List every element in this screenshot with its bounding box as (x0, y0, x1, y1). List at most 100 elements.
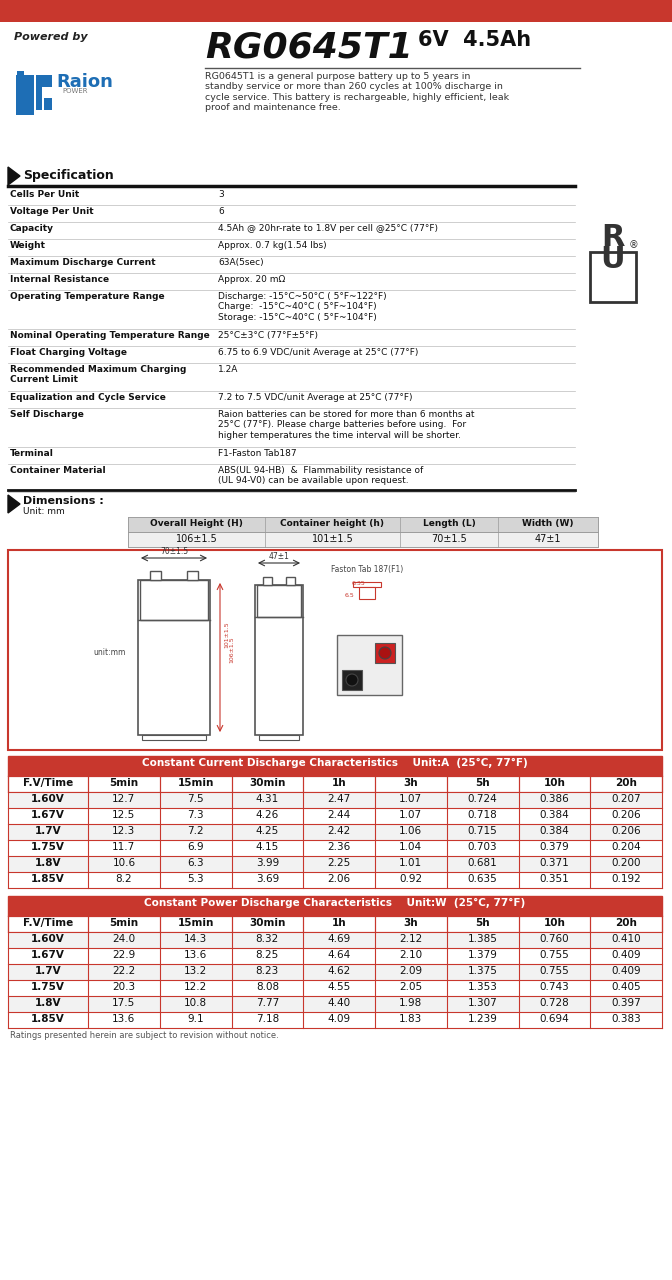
Text: 4.25: 4.25 (256, 826, 279, 836)
Text: 8.2: 8.2 (116, 874, 132, 884)
Text: 9.1: 9.1 (187, 1014, 204, 1024)
Bar (259, 735, 299, 740)
Text: Nominal Operating Temperature Range: Nominal Operating Temperature Range (10, 332, 210, 340)
Bar (257, 585, 301, 617)
Text: unit:mm: unit:mm (93, 648, 126, 657)
Text: 12.2: 12.2 (184, 982, 207, 992)
Bar (8, 792, 662, 808)
Text: 4.55: 4.55 (327, 982, 351, 992)
Text: Maximum Discharge Current: Maximum Discharge Current (10, 259, 156, 268)
Bar (263, 577, 272, 585)
Text: 1.75V: 1.75V (31, 842, 65, 852)
Text: ABS(UL 94-HB)  &  Flammability resistance of
(UL 94-V0) can be available upon re: ABS(UL 94-HB) & Flammability resistance … (218, 466, 423, 485)
Text: U: U (601, 244, 626, 274)
Text: 0.409: 0.409 (612, 950, 641, 960)
Bar (337, 635, 402, 695)
Text: 1h: 1h (332, 918, 347, 928)
Bar (8, 776, 662, 792)
Text: 6.3: 6.3 (187, 858, 204, 868)
Text: 2.12: 2.12 (399, 934, 423, 945)
Text: 5.3: 5.3 (187, 874, 204, 884)
Text: RG0645T1: RG0645T1 (205, 29, 413, 64)
Text: 6V  4.5Ah: 6V 4.5Ah (418, 29, 531, 50)
Bar (8, 550, 662, 750)
Text: 1.67V: 1.67V (31, 950, 65, 960)
Text: 7.5: 7.5 (187, 794, 204, 804)
Text: 0.724: 0.724 (468, 794, 497, 804)
Text: 3.99: 3.99 (256, 858, 279, 868)
Text: Weight: Weight (10, 241, 46, 250)
Text: 25°C±3°C (77°F±5°F): 25°C±3°C (77°F±5°F) (218, 332, 318, 340)
Text: 1.85V: 1.85V (31, 1014, 65, 1024)
Text: 10h: 10h (544, 778, 565, 788)
Text: 15min: 15min (177, 918, 214, 928)
Text: 1.75V: 1.75V (31, 982, 65, 992)
Text: 0.384: 0.384 (540, 810, 569, 820)
Text: 106±1.5: 106±1.5 (229, 636, 234, 663)
Text: 5h: 5h (475, 778, 490, 788)
Text: 17.5: 17.5 (112, 998, 136, 1009)
Text: 4.69: 4.69 (327, 934, 351, 945)
Text: 6.9: 6.9 (187, 842, 204, 852)
Text: 1.67V: 1.67V (31, 810, 65, 820)
Text: 1.8V: 1.8V (35, 998, 61, 1009)
Text: 7.18: 7.18 (256, 1014, 279, 1024)
Text: 13.2: 13.2 (184, 966, 207, 975)
Text: 2.25: 2.25 (327, 858, 351, 868)
Text: 6.35: 6.35 (352, 581, 366, 586)
Text: RG0645T1 is a general purpose battery up to 5 years in
standby service or more t: RG0645T1 is a general purpose battery up… (205, 72, 509, 113)
Text: 1.7V: 1.7V (35, 826, 61, 836)
Text: Internal Resistance: Internal Resistance (10, 275, 109, 284)
Text: Raion batteries can be stored for more than 6 months at
25°C (77°F). Please char: Raion batteries can be stored for more t… (218, 410, 474, 440)
Text: 0.755: 0.755 (540, 950, 569, 960)
Text: 15min: 15min (177, 778, 214, 788)
Text: 0.379: 0.379 (540, 842, 569, 852)
Text: 30min: 30min (249, 778, 286, 788)
Text: 106±1.5: 106±1.5 (175, 534, 217, 544)
Text: 0.200: 0.200 (612, 858, 641, 868)
Text: Constant Power Discharge Characteristics    Unit:W  (25°C, 77°F): Constant Power Discharge Characteristics… (144, 899, 526, 908)
Bar (0, 22, 672, 180)
Text: Overall Height (H): Overall Height (H) (150, 518, 243, 527)
Text: 0.371: 0.371 (540, 858, 569, 868)
Text: 7.77: 7.77 (256, 998, 279, 1009)
Text: 22.2: 22.2 (112, 966, 136, 975)
Text: 12.7: 12.7 (112, 794, 136, 804)
Text: POWER: POWER (62, 88, 87, 93)
Bar (8, 756, 662, 776)
Text: 20h: 20h (615, 918, 637, 928)
Text: 4.62: 4.62 (327, 966, 351, 975)
Text: Discharge: -15°C~50°C ( 5°F~122°F)
Charge:  -15°C~40°C ( 5°F~104°F)
Storage: -15: Discharge: -15°C~50°C ( 5°F~122°F) Charg… (218, 292, 386, 321)
Bar (140, 580, 208, 620)
Text: 13.6: 13.6 (184, 950, 207, 960)
Text: 1.06: 1.06 (399, 826, 423, 836)
Bar (8, 948, 662, 964)
Text: 20h: 20h (615, 778, 637, 788)
Text: 4.26: 4.26 (256, 810, 279, 820)
Text: Self Discharge: Self Discharge (10, 410, 84, 419)
Bar (128, 517, 598, 532)
Text: 0.760: 0.760 (540, 934, 569, 945)
Bar (36, 76, 52, 87)
Bar (286, 577, 295, 585)
Bar (8, 896, 662, 916)
Text: 1.353: 1.353 (468, 982, 497, 992)
Text: 0.207: 0.207 (612, 794, 641, 804)
Text: 1.60V: 1.60V (31, 794, 65, 804)
Text: 8.08: 8.08 (256, 982, 279, 992)
Text: R: R (601, 223, 625, 252)
Bar (8, 808, 662, 824)
Bar (8, 916, 662, 932)
Text: 0.206: 0.206 (612, 826, 641, 836)
Text: 4.5Ah @ 20hr-rate to 1.8V per cell @25°C (77°F): 4.5Ah @ 20hr-rate to 1.8V per cell @25°C… (218, 224, 438, 233)
Text: 8.23: 8.23 (256, 966, 279, 975)
Text: 0.204: 0.204 (612, 842, 641, 852)
Text: 1.60V: 1.60V (31, 934, 65, 945)
Text: 0.681: 0.681 (468, 858, 497, 868)
Bar (8, 840, 662, 856)
Bar (8, 932, 662, 948)
Text: 0.351: 0.351 (540, 874, 569, 884)
Bar (8, 964, 662, 980)
Text: 7.3: 7.3 (187, 810, 204, 820)
Text: Length (L): Length (L) (423, 518, 475, 527)
